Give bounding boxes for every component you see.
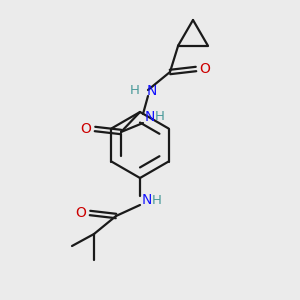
Text: O: O — [81, 122, 92, 136]
Text: N: N — [145, 110, 155, 124]
Text: H: H — [152, 194, 162, 206]
Text: O: O — [200, 62, 210, 76]
Text: H: H — [130, 85, 140, 98]
Text: H: H — [155, 110, 165, 124]
Text: N: N — [147, 84, 158, 98]
Text: O: O — [76, 206, 86, 220]
Text: N: N — [142, 193, 152, 207]
